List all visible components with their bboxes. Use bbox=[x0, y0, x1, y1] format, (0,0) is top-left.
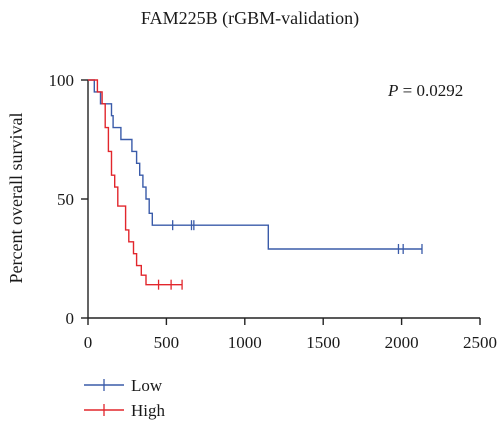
chart-title: FAM225B (rGBM-validation) bbox=[141, 8, 359, 29]
x-tick-label: 2500 bbox=[463, 333, 497, 352]
y-tick-label: 50 bbox=[57, 190, 74, 209]
curve-high bbox=[88, 79, 183, 286]
p-value-annotation: P = 0.0292 bbox=[387, 81, 463, 100]
y-tick-label: 0 bbox=[66, 309, 75, 328]
legend-label-high: High bbox=[131, 401, 166, 420]
y-tick-label: 100 bbox=[49, 71, 75, 90]
legend: Low High bbox=[84, 376, 166, 420]
survival-curves bbox=[88, 79, 423, 290]
p-value-text: = 0.0292 bbox=[398, 81, 463, 100]
p-value-symbol: P bbox=[387, 81, 398, 100]
legend-label-low: Low bbox=[131, 376, 163, 395]
x-tick-label: 2000 bbox=[385, 333, 419, 352]
x-tick-label: 0 bbox=[84, 333, 93, 352]
curve-low bbox=[88, 79, 422, 250]
x-tick-label: 1000 bbox=[228, 333, 262, 352]
axes: 0 500 1000 1500 2000 2500 0 50 100 bbox=[49, 71, 498, 352]
x-tick-label: 500 bbox=[154, 333, 180, 352]
x-tick-label: 1500 bbox=[306, 333, 340, 352]
y-axis-label: Percent overall survival bbox=[6, 113, 26, 284]
